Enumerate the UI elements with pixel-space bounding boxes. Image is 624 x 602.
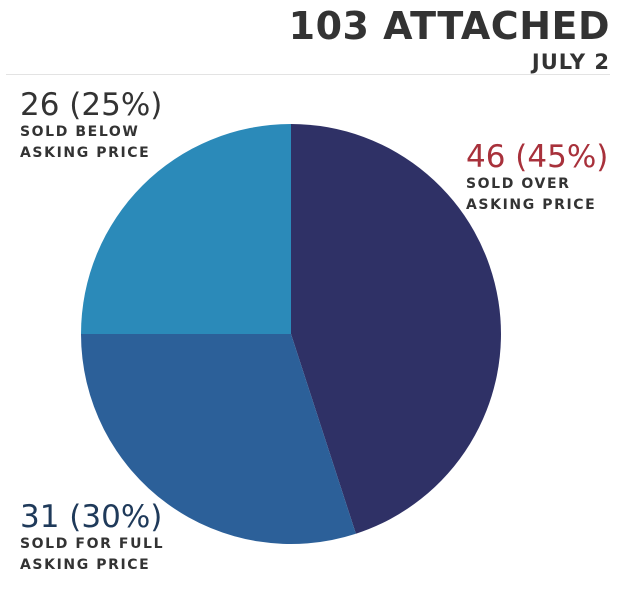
slice-desc-line1-sold-full: SOLD FOR FULL [20, 536, 165, 552]
chart-title: 103 ATTACHED [288, 4, 610, 48]
slice-value-sold-over: 46 (45%) [466, 139, 609, 175]
header-divider [6, 74, 610, 75]
slice-value-sold-full: 31 (30%) [20, 499, 163, 535]
slice-desc-line2-sold-full: ASKING PRICE [20, 557, 151, 573]
slice-desc-line2-sold-below: ASKING PRICE [20, 145, 151, 161]
slice-label-sold-full: 31 (30%) SOLD FOR FULL ASKING PRICE [20, 500, 164, 576]
pie-slice-sold-full [81, 334, 356, 544]
chart-subtitle: JULY 2 [531, 50, 610, 74]
slice-desc-line1-sold-below: SOLD BELOW [20, 124, 140, 140]
slice-label-sold-over: 46 (45%) SOLD OVER ASKING PRICE [466, 140, 608, 216]
slice-desc-line2-sold-over: ASKING PRICE [466, 197, 597, 213]
pie-slice-sold-below [81, 124, 291, 334]
slice-label-sold-below: 26 (25%) SOLD BELOW ASKING PRICE [20, 88, 162, 164]
pie-slice-sold-over [291, 124, 501, 534]
slice-value-sold-below: 26 (25%) [20, 87, 163, 123]
slice-desc-line1-sold-over: SOLD OVER [466, 176, 571, 192]
